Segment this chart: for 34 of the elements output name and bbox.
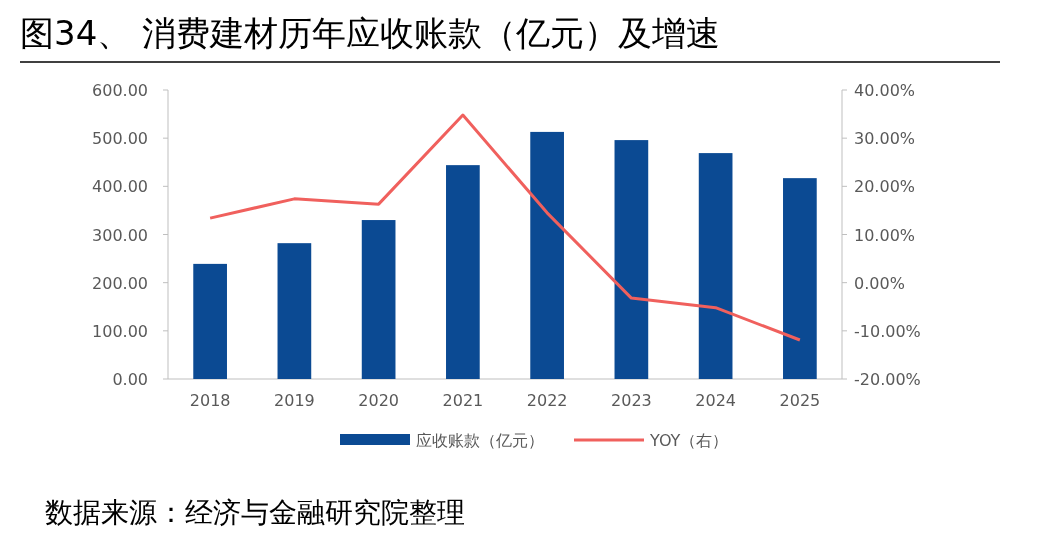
y2-tick-label: 0.00% — [854, 273, 905, 293]
y-tick-label: 200.00 — [92, 273, 148, 293]
bar — [783, 178, 817, 379]
y2-tick-label: -20.00% — [854, 370, 921, 389]
y2-tick-label: 40.00% — [854, 81, 916, 100]
y-tick-label: 600.00 — [92, 81, 148, 100]
x-tick-label: 2021 — [442, 391, 484, 410]
y2-tick-label: 10.00% — [854, 225, 916, 245]
x-tick-label: 2022 — [526, 391, 568, 410]
x-tick-label: 2020 — [358, 391, 399, 410]
bar — [193, 263, 227, 379]
y-tick-label: 500.00 — [92, 129, 148, 149]
x-tick-label: 2024 — [695, 391, 736, 410]
source-note: 数据来源：经济与金融研究院整理 — [45, 496, 465, 529]
bar — [361, 220, 396, 379]
bar — [446, 165, 480, 379]
y2-tick-label: -10.00% — [854, 321, 921, 341]
y-tick-label: 300.00 — [92, 225, 148, 245]
chart-title: 图34、 消费建材历年应收账款（亿元）及增速 — [20, 13, 721, 53]
bar — [698, 153, 733, 379]
bar — [530, 131, 564, 379]
x-tick-label: 2023 — [611, 391, 652, 410]
y-tick-label: 100.00 — [92, 321, 148, 341]
y2-tick-label: 20.00% — [854, 177, 916, 197]
y2-tick-label: 30.00% — [854, 129, 916, 149]
bar — [277, 243, 312, 379]
x-tick-label: 2025 — [779, 391, 821, 410]
y-tick-label: 0.00 — [112, 370, 148, 389]
legend-label: 应收账款（亿元） — [416, 431, 544, 450]
bar — [614, 140, 649, 379]
x-tick-label: 2019 — [274, 391, 315, 410]
legend-label: YOY（右） — [649, 431, 729, 450]
y-tick-label: 400.00 — [92, 177, 148, 197]
x-tick-label: 2018 — [189, 391, 231, 410]
